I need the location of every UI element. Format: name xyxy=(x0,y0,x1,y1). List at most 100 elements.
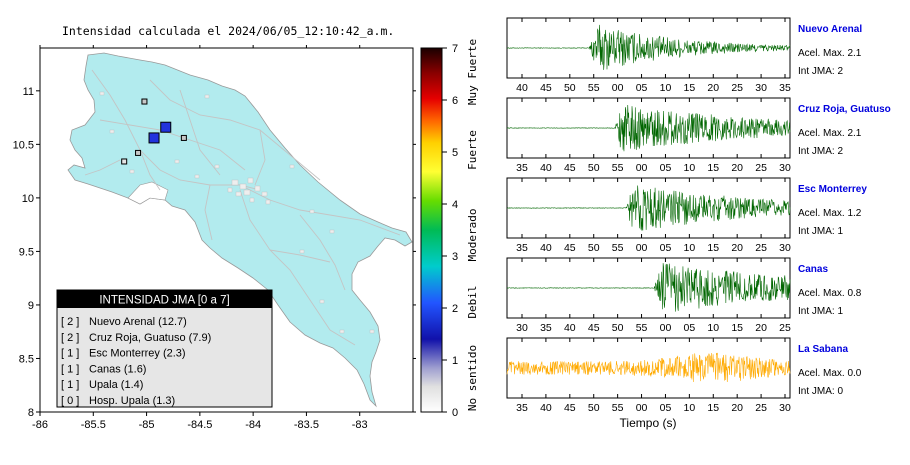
map-ytick-label: 10 xyxy=(22,193,34,205)
legend-item-level: [ 0 ] xyxy=(61,395,79,407)
city-cluster xyxy=(99,91,375,334)
station-name: Cruz Roja, Guatuso xyxy=(798,104,891,115)
waveform-panel: 40 45 50 55 00 05 10 15 20 25 30 35 Nuevo Arenal Acel… xyxy=(506,17,862,94)
waveform-tick-label: 45 xyxy=(564,162,576,174)
waveform-trace xyxy=(506,185,791,231)
waveform-tick-label: 00 xyxy=(612,82,624,94)
colorbar-tick-label: 3 xyxy=(452,251,458,263)
waveform-tick-label: 30 xyxy=(516,322,528,334)
waveform-tick-label: 25 xyxy=(755,402,767,414)
waveform-tick-label: 45 xyxy=(564,242,576,254)
colorbar-tick-label: 5 xyxy=(452,147,458,159)
waveform-tick-label: 30 xyxy=(779,162,791,174)
waveform-tick-label: 30 xyxy=(755,82,767,94)
station-accel: Acel. Max. 2.1 xyxy=(798,48,862,59)
waveform-tick-label: 45 xyxy=(588,322,600,334)
waveform-tick-label: 45 xyxy=(540,82,552,94)
legend-item-name: Upala (1.4) xyxy=(89,379,143,391)
station-marker xyxy=(135,149,142,156)
waveform-tick-label: 40 xyxy=(540,162,552,174)
waveform-tick-label: 50 xyxy=(588,402,600,414)
waveform-panel: 35 40 45 50 55 00 05 10 15 20 25 30 Cruz Roja, Guatu… xyxy=(506,97,891,174)
legend-item-name: Hosp. Upala (1.3) xyxy=(89,395,175,407)
map-xtick-label: -86 xyxy=(32,419,48,431)
map-xtick-label: -84 xyxy=(245,419,261,431)
waveform-tick-label: 35 xyxy=(516,162,528,174)
legend-item-name: Nuevo Arenal (12.7) xyxy=(89,316,187,328)
waveform-panels: 40 45 50 55 00 05 10 15 20 25 30 35 Nuevo Arenal Acel… xyxy=(506,17,891,414)
waveform-tick-label: 00 xyxy=(636,242,648,254)
station-name: Canas xyxy=(798,264,828,275)
colorbar-tick-label: 6 xyxy=(452,95,458,107)
waveform-tick-label: 00 xyxy=(636,402,648,414)
waveform-tick-label: 20 xyxy=(707,82,719,94)
waveform-tick-label: 15 xyxy=(707,162,719,174)
waveform-tick-label: 35 xyxy=(516,402,528,414)
waveform-tick-label: 10 xyxy=(684,242,696,254)
legend-title: INTENSIDAD JMA [0 a 7] xyxy=(99,295,229,307)
colorbar-tick-label: 0 xyxy=(452,407,458,419)
station-int: Int JMA: 1 xyxy=(798,226,843,237)
station-accel: Acel. Max. 0.0 xyxy=(798,368,862,379)
legend-item-level: [ 2 ] xyxy=(61,316,79,328)
waveform-tick-label: 50 xyxy=(588,162,600,174)
station-accel: Acel. Max. 0.8 xyxy=(798,288,862,299)
legend-item-level: [ 2 ] xyxy=(61,332,79,344)
station-int: Int JMA: 2 xyxy=(798,146,843,157)
legend-item-name: Esc Monterrey (2.3) xyxy=(89,348,186,360)
station-marker xyxy=(141,98,148,105)
map-ytick-label: 9.5 xyxy=(19,246,34,258)
station-markers xyxy=(121,98,187,165)
map-xtick-label: -83.5 xyxy=(294,419,319,431)
legend-item-name: Cruz Roja, Guatuso (7.9) xyxy=(89,332,211,344)
map-title: Intensidad calculada el 2024/06/05_12:10… xyxy=(62,24,394,38)
waveform-tick-label: 10 xyxy=(684,162,696,174)
station-name: Nuevo Arenal xyxy=(798,24,862,35)
waveform-tick-label: 40 xyxy=(516,82,528,94)
waveform-tick-label: 25 xyxy=(731,82,743,94)
waveform-tick-label: 30 xyxy=(779,402,791,414)
waveform-tick-label: 35 xyxy=(779,82,791,94)
waveform-tick-label: 05 xyxy=(660,242,672,254)
waveform-tick-label: 15 xyxy=(707,242,719,254)
map-ytick-label: 11 xyxy=(23,86,34,98)
legend-item-level: [ 1 ] xyxy=(61,348,79,360)
station-marker xyxy=(180,134,187,141)
waveform-tick-label: 05 xyxy=(684,322,696,334)
colorbar-label-no-sentido: No sentido xyxy=(466,345,479,411)
waveform-tick-label: 15 xyxy=(707,402,719,414)
waveform-tick-label: 05 xyxy=(660,162,672,174)
colorbar-label-muy-fuerte: Muy Fuerte xyxy=(466,39,479,105)
waveform-tick-label: 55 xyxy=(612,402,624,414)
waveform-panel: 35 40 45 50 55 00 05 10 15 20 25 30 La Sabana Acel. M… xyxy=(506,337,862,414)
map-ytick-label: 8 xyxy=(28,407,34,419)
waveform-tick-label: 35 xyxy=(516,242,528,254)
waveform-trace xyxy=(506,24,791,70)
station-marker xyxy=(148,132,160,144)
waveform-tick-label: 35 xyxy=(540,322,552,334)
waveform-tick-label: 55 xyxy=(588,82,600,94)
colorbar-tick-label: 7 xyxy=(452,43,458,55)
legend-item-level: [ 1 ] xyxy=(61,363,79,375)
map-ytick-label: 9 xyxy=(28,300,34,312)
station-marker xyxy=(121,158,128,165)
legend-item-name: Canas (1.6) xyxy=(89,363,146,375)
station-name: La Sabana xyxy=(798,344,848,355)
waveform-tick-label: 50 xyxy=(612,322,624,334)
waveform-tick-label: 00 xyxy=(660,322,672,334)
waveform-tick-label: 30 xyxy=(779,242,791,254)
waveform-tick-label: 05 xyxy=(660,402,672,414)
waveform-tick-label: 15 xyxy=(731,322,743,334)
map-xtick-label: -85.5 xyxy=(81,419,106,431)
legend-item-level: [ 1 ] xyxy=(61,379,79,391)
waveform-trace xyxy=(506,105,791,152)
waveform-tick-label: 25 xyxy=(755,162,767,174)
waveform-tick-label: 55 xyxy=(612,242,624,254)
station-int: Int JMA: 2 xyxy=(798,66,843,77)
road-network xyxy=(84,69,401,346)
station-int: Int JMA: 1 xyxy=(798,306,843,317)
station-accel: Acel. Max. 2.1 xyxy=(798,128,862,139)
waveform-tick-label: 55 xyxy=(612,162,624,174)
waveform-tick-label: 15 xyxy=(684,82,696,94)
